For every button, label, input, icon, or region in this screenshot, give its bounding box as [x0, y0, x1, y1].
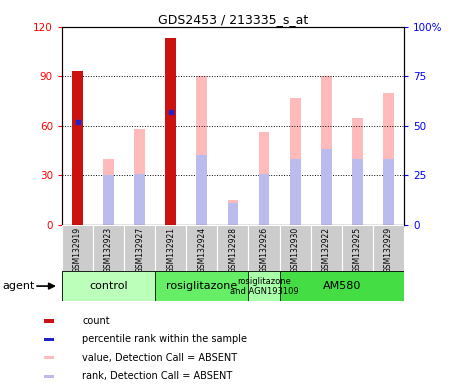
Bar — [280, 225, 311, 271]
Bar — [155, 225, 186, 271]
Bar — [196, 76, 207, 225]
Bar — [134, 174, 145, 225]
Bar — [248, 271, 280, 301]
Point — [167, 109, 174, 115]
Text: GSM132921: GSM132921 — [166, 227, 175, 273]
Bar — [44, 375, 54, 378]
Bar — [228, 203, 238, 225]
Title: GDS2453 / 213335_s_at: GDS2453 / 213335_s_at — [158, 13, 308, 26]
Bar — [196, 156, 207, 225]
Bar — [321, 76, 332, 225]
Bar — [342, 225, 373, 271]
Bar — [373, 225, 404, 271]
Text: rank, Detection Call = ABSENT: rank, Detection Call = ABSENT — [82, 371, 232, 381]
Bar — [44, 356, 54, 359]
Text: GSM132924: GSM132924 — [197, 227, 207, 273]
Bar — [62, 225, 93, 271]
Bar — [72, 71, 83, 225]
Text: value, Detection Call = ABSENT: value, Detection Call = ABSENT — [82, 353, 237, 363]
Text: GSM132927: GSM132927 — [135, 227, 144, 273]
Bar — [383, 93, 394, 225]
Bar — [258, 132, 269, 225]
Bar — [248, 225, 280, 271]
Bar — [134, 129, 145, 225]
Bar — [62, 271, 155, 301]
Bar — [228, 200, 238, 225]
Bar — [103, 175, 114, 225]
Bar — [258, 174, 269, 225]
Text: count: count — [82, 316, 110, 326]
Bar — [165, 38, 176, 225]
Bar — [383, 159, 394, 225]
Bar — [290, 159, 301, 225]
Bar — [218, 225, 248, 271]
Bar — [352, 159, 363, 225]
Text: rosiglitazone: rosiglitazone — [166, 281, 237, 291]
Text: AM580: AM580 — [323, 281, 361, 291]
Bar — [280, 271, 404, 301]
Bar — [321, 149, 332, 225]
Text: GSM132919: GSM132919 — [73, 227, 82, 273]
Bar — [124, 225, 155, 271]
Text: GSM132929: GSM132929 — [384, 227, 393, 273]
Bar — [311, 225, 342, 271]
Bar — [44, 319, 54, 323]
Bar — [155, 271, 248, 301]
Text: GSM132922: GSM132922 — [322, 227, 330, 273]
Bar — [44, 338, 54, 341]
Text: GSM132928: GSM132928 — [229, 227, 237, 273]
Text: GSM132925: GSM132925 — [353, 227, 362, 273]
Text: GSM132926: GSM132926 — [259, 227, 269, 273]
Text: GSM132930: GSM132930 — [291, 227, 300, 273]
Bar — [186, 225, 218, 271]
Bar — [93, 225, 124, 271]
Text: GSM132923: GSM132923 — [104, 227, 113, 273]
Bar — [352, 118, 363, 225]
Bar — [103, 159, 114, 225]
Point — [74, 119, 81, 125]
Bar — [290, 98, 301, 225]
Text: percentile rank within the sample: percentile rank within the sample — [82, 334, 247, 344]
Text: agent: agent — [2, 281, 35, 291]
Text: control: control — [90, 281, 128, 291]
Text: rosiglitazone
and AGN193109: rosiglitazone and AGN193109 — [230, 277, 298, 296]
